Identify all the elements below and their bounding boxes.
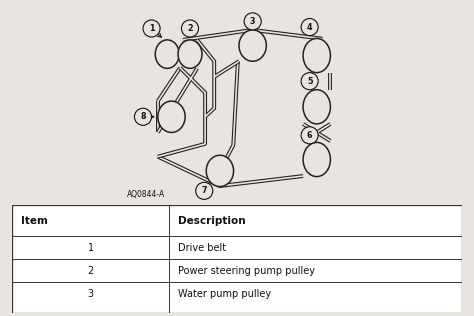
Text: AQ0844-A: AQ0844-A	[127, 190, 165, 199]
Text: 1: 1	[149, 24, 155, 33]
Ellipse shape	[303, 90, 330, 124]
Text: Drive belt: Drive belt	[178, 243, 227, 252]
Text: Item: Item	[21, 216, 48, 226]
Circle shape	[244, 13, 261, 30]
Text: Description: Description	[178, 216, 246, 226]
Circle shape	[301, 73, 318, 90]
Text: 3: 3	[250, 17, 255, 26]
Text: 2: 2	[88, 266, 94, 276]
Ellipse shape	[178, 40, 202, 68]
Ellipse shape	[206, 155, 234, 186]
Text: Power steering pump pulley: Power steering pump pulley	[178, 266, 316, 276]
Circle shape	[182, 20, 199, 37]
Circle shape	[301, 19, 318, 36]
Text: 6: 6	[307, 131, 312, 140]
Ellipse shape	[303, 39, 330, 73]
Text: 5: 5	[307, 77, 312, 86]
Text: 1: 1	[88, 243, 94, 252]
Text: 3: 3	[88, 289, 94, 299]
Text: 2: 2	[187, 24, 193, 33]
Ellipse shape	[303, 143, 330, 177]
Ellipse shape	[158, 101, 185, 132]
Ellipse shape	[239, 30, 266, 61]
Circle shape	[301, 127, 318, 144]
Text: 8: 8	[140, 112, 146, 121]
Ellipse shape	[155, 40, 179, 68]
Text: 7: 7	[201, 186, 207, 195]
Circle shape	[196, 182, 213, 199]
Text: 4: 4	[307, 22, 312, 32]
Circle shape	[143, 20, 160, 37]
Circle shape	[135, 108, 152, 125]
Text: Water pump pulley: Water pump pulley	[178, 289, 272, 299]
